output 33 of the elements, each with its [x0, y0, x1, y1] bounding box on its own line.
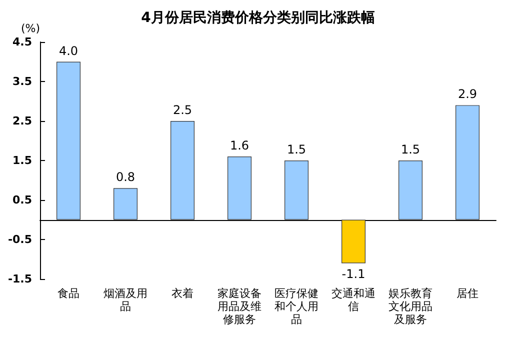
y-tick-label: 3.5 [12, 75, 32, 88]
x-tick-label: 居住 [456, 287, 478, 300]
bar [56, 62, 80, 220]
x-tick-label: 医疗保健和个人用品 [274, 287, 318, 326]
bar [456, 105, 480, 220]
bar [170, 121, 194, 220]
data-label: 2.9 [458, 87, 478, 102]
bar [398, 160, 422, 220]
data-label: 0.8 [116, 170, 136, 184]
bar [114, 188, 138, 220]
y-tick-label: 2.5 [12, 114, 32, 128]
data-label: 4.0 [58, 44, 78, 58]
data-label: 1.5 [400, 142, 420, 156]
x-tick-label: 娱乐教育文化用品及服务 [388, 287, 432, 326]
x-tick-label: 食品 [58, 287, 80, 300]
x-tick-label: 交通和通信 [332, 287, 376, 313]
chart-title: 4月份居民消费价格分类别同比涨跌幅 [141, 10, 375, 26]
y-tick-label: 4.5 [12, 36, 32, 48]
data-label: 1.6 [230, 138, 250, 153]
data-label: -1.1 [342, 267, 366, 282]
x-tick-label: 烟酒及用品 [104, 287, 148, 313]
x-tick-label: 衣着 [172, 287, 194, 300]
data-label: 1.5 [286, 142, 306, 156]
bar [228, 156, 252, 220]
y-tick-label: 1.5 [12, 154, 32, 167]
y-tick-label: -0.5 [8, 233, 32, 246]
y-axis-title: (%) [20, 22, 40, 35]
y-tick-label: -1.5 [8, 272, 32, 286]
x-tick-label: 家庭设备用品及维修服务 [218, 287, 262, 326]
bar [284, 160, 308, 220]
y-tick-label: 0.5 [12, 194, 32, 206]
bar [342, 220, 366, 264]
data-label: 2.5 [172, 103, 192, 117]
